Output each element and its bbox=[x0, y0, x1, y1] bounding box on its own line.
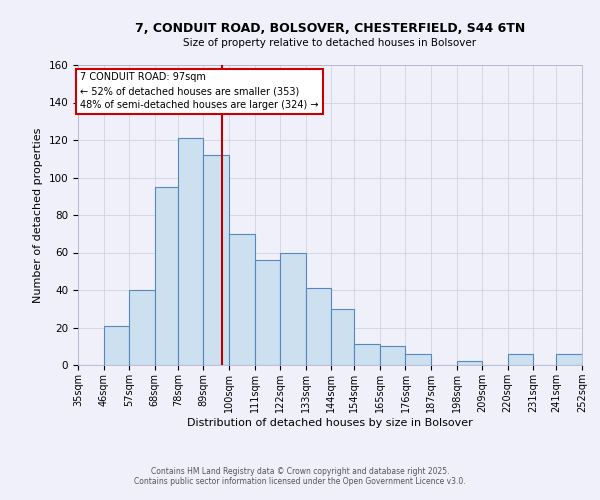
Bar bbox=[380, 346, 406, 365]
Bar bbox=[155, 187, 178, 365]
Text: Contains public sector information licensed under the Open Government Licence v3: Contains public sector information licen… bbox=[134, 477, 466, 486]
Bar bbox=[305, 288, 331, 365]
Bar bbox=[104, 326, 129, 365]
Bar bbox=[355, 344, 380, 365]
Y-axis label: Number of detached properties: Number of detached properties bbox=[33, 128, 43, 302]
X-axis label: Distribution of detached houses by size in Bolsover: Distribution of detached houses by size … bbox=[187, 418, 473, 428]
Text: 7 CONDUIT ROAD: 97sqm
← 52% of detached houses are smaller (353)
48% of semi-det: 7 CONDUIT ROAD: 97sqm ← 52% of detached … bbox=[80, 72, 319, 110]
Bar bbox=[508, 354, 533, 365]
Bar bbox=[280, 252, 305, 365]
Bar bbox=[129, 290, 155, 365]
Bar bbox=[331, 308, 355, 365]
Bar bbox=[203, 155, 229, 365]
Bar bbox=[254, 260, 280, 365]
Bar bbox=[178, 138, 203, 365]
Bar bbox=[406, 354, 431, 365]
Bar bbox=[229, 234, 254, 365]
Text: Contains HM Land Registry data © Crown copyright and database right 2025.: Contains HM Land Registry data © Crown c… bbox=[151, 467, 449, 476]
Text: Size of property relative to detached houses in Bolsover: Size of property relative to detached ho… bbox=[184, 38, 476, 48]
Bar bbox=[457, 361, 482, 365]
Text: 7, CONDUIT ROAD, BOLSOVER, CHESTERFIELD, S44 6TN: 7, CONDUIT ROAD, BOLSOVER, CHESTERFIELD,… bbox=[135, 22, 525, 36]
Bar bbox=[556, 354, 582, 365]
